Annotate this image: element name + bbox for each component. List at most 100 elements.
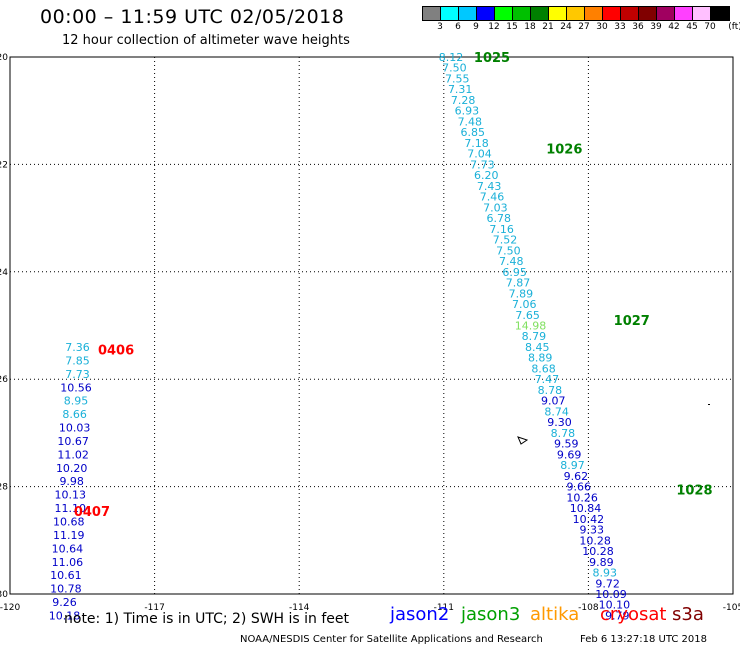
lat-tick-label: -26 — [0, 375, 8, 385]
color-scale-swatch — [639, 7, 657, 20]
wave-height-value: 7.89 — [509, 287, 534, 300]
wave-height-value: 7.65 — [515, 309, 540, 322]
wave-height-value: 8.68 — [531, 362, 556, 375]
wave-height-value: 7.31 — [448, 83, 473, 96]
pass-time-label: 1028 — [676, 483, 712, 498]
wave-height-value: 11.02 — [57, 448, 89, 461]
wave-height-value: 10.61 — [50, 569, 82, 582]
legend-s3a: s3a — [672, 604, 704, 625]
wave-height-value: 7.36 — [65, 341, 90, 354]
lat-tick-label: -30 — [0, 590, 8, 600]
wave-height-value: 6.85 — [460, 126, 485, 139]
wave-height-value: 9.72 — [595, 577, 620, 590]
page-subtitle: 12 hour collection of altimeter wave hei… — [62, 33, 350, 48]
wave-height-value: 8.78 — [551, 427, 576, 440]
wave-height-value: 9.26 — [52, 596, 77, 609]
wave-height-value: 10.67 — [57, 435, 89, 448]
lon-tick-label: -108 — [578, 603, 599, 613]
wave-height-value: 7.52 — [493, 234, 518, 247]
wave-height-value: 11.19 — [53, 529, 85, 542]
color-scale-label: 21 — [542, 22, 554, 32]
lat-tick-label: -28 — [0, 483, 8, 493]
color-scale-label: 24 — [560, 22, 572, 32]
wave-height-value: 10.56 — [60, 381, 92, 394]
wave-height-value: 6.20 — [474, 169, 499, 182]
color-scale-label: 33 — [614, 22, 626, 32]
pass-time-label: 0406 — [98, 344, 134, 359]
lon-tick-label: -117 — [144, 603, 164, 613]
wave-height-value: 8.45 — [525, 341, 550, 354]
wave-height-value: 7.50 — [496, 244, 521, 257]
wave-height-value: 8.66 — [62, 408, 87, 421]
color-scale-label: 45 — [686, 22, 698, 32]
wave-height-value: 9.89 — [589, 556, 614, 569]
wave-height-value: 10.28 — [579, 534, 611, 547]
legend-jason3: jason3 — [461, 604, 521, 625]
wave-height-value: 9.66 — [567, 481, 592, 494]
wave-height-value: 7.47 — [535, 373, 560, 386]
wave-height-value: 7.43 — [477, 180, 502, 193]
color-scale-swatch — [549, 7, 567, 20]
wave-height-value: 9.33 — [580, 524, 605, 537]
color-scale-swatch — [513, 7, 531, 20]
wave-height-value: 11.10 — [55, 502, 87, 515]
wave-height-value: 7.48 — [499, 255, 524, 268]
wave-height-value: 10.28 — [582, 545, 614, 558]
color-scale-swatch — [657, 7, 675, 20]
color-scale-swatch — [675, 7, 693, 20]
color-scale-label: 36 — [632, 22, 644, 32]
color-scale-label: 6 — [455, 22, 461, 32]
wave-height-value: 7.46 — [480, 191, 505, 204]
lon-tick-label: -120 — [0, 603, 20, 613]
legend-jason2: jason2 — [390, 604, 450, 625]
footer-note: note: 1) Time is in UTC; 2) SWH is in fe… — [64, 611, 350, 627]
wave-height-value: 7.48 — [458, 115, 483, 128]
wave-height-value: 8.89 — [528, 352, 553, 365]
color-scale-label: 30 — [596, 22, 608, 32]
color-scale-swatch — [621, 7, 639, 20]
wave-height-value: 8.97 — [560, 459, 585, 472]
lon-tick-label: -114 — [289, 603, 310, 613]
wave-height-value: 10.84 — [570, 502, 602, 515]
color-scale-swatch — [441, 7, 459, 20]
wave-height-value: 9.62 — [564, 470, 589, 483]
color-scale-label: 15 — [506, 22, 518, 32]
wave-height-value: 10.26 — [566, 491, 598, 504]
wave-height-value: 9.07 — [541, 395, 566, 408]
wave-height-value: 10.18 — [49, 609, 81, 622]
wave-height-value: 7.04 — [467, 148, 492, 161]
wave-height-value: 11.06 — [52, 556, 84, 569]
wave-height-value: 7.85 — [65, 354, 90, 367]
color-scale-label: 42 — [668, 22, 680, 32]
wave-height-value: 8.78 — [538, 384, 563, 397]
color-scale-swatch — [459, 7, 477, 20]
wave-height-value: 10.09 — [595, 588, 627, 601]
lat-tick-label: -20 — [0, 53, 8, 63]
wave-height-value: 10.78 — [50, 583, 82, 596]
lat-tick-label: -22 — [0, 160, 8, 170]
color-scale-swatch — [423, 7, 441, 20]
footer-timestamp: Feb 6 13:27:18 UTC 2018 — [580, 634, 707, 645]
pass-time-label: 0407 — [74, 505, 110, 520]
color-scale-label: 12 — [488, 22, 500, 32]
color-scale-label: 3 — [437, 22, 443, 32]
wave-height-value: 8.93 — [593, 567, 618, 580]
color-scale-label: 70 — [704, 22, 716, 32]
color-scale-swatch — [531, 7, 549, 20]
wave-height-color-scale — [422, 6, 730, 21]
pass-time-label: 1027 — [614, 314, 650, 329]
wave-height-value: 10.68 — [53, 516, 85, 529]
wave-height-value: 8.12 — [439, 51, 464, 64]
legend-altika: altika — [530, 604, 580, 625]
wave-height-value: 9.59 — [554, 438, 579, 451]
wave-height-value: 8.95 — [64, 395, 89, 408]
wave-height-value: 6.93 — [455, 105, 480, 118]
wave-height-value: 8.74 — [544, 405, 569, 418]
wave-height-value: 10.13 — [55, 489, 87, 502]
wave-height-value: 9.79 — [605, 609, 630, 622]
pass-time-label: 1025 — [474, 51, 510, 66]
wave-height-value: 8.79 — [522, 330, 547, 343]
wave-height-value: 10.20 — [56, 462, 88, 475]
color-scale-swatch — [567, 7, 585, 20]
